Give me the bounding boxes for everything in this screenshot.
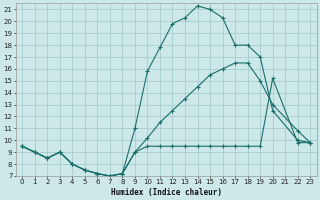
X-axis label: Humidex (Indice chaleur): Humidex (Indice chaleur) — [111, 188, 222, 197]
